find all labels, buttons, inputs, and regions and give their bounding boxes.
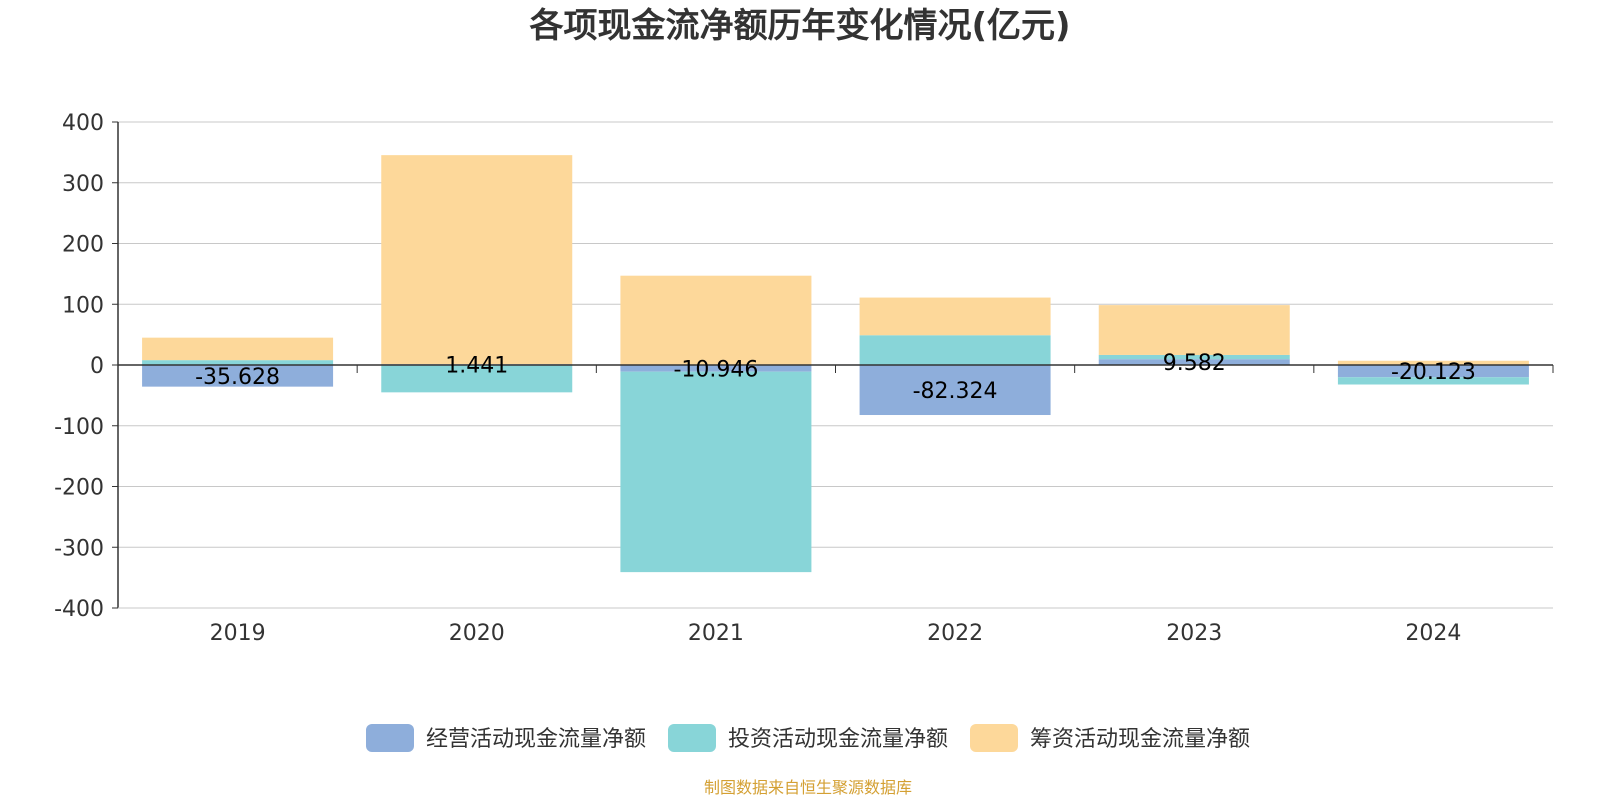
legend-swatch: [365, 724, 414, 752]
legend-item-2: 投资活动现金流量净额: [667, 724, 948, 752]
bar-2020-series-2: [381, 365, 573, 393]
data-label-2019: -35.628: [195, 365, 280, 390]
y-tick-label: 200: [62, 233, 104, 258]
x-tick-label: 2024: [1405, 621, 1461, 646]
bar-group-2022: [859, 297, 1051, 416]
y-tick-label: 300: [62, 172, 104, 197]
axes: 400 300 200 100 0 -100 -200 -300 -400 2019 2020 202…: [54, 111, 1554, 646]
bar-2022-series-2: [859, 335, 1051, 365]
x-tick-label: 2021: [688, 621, 744, 646]
y-tick-label: -100: [54, 415, 104, 440]
bar-2022-series-3: [859, 297, 1051, 336]
bar-2024-series-1: [1337, 365, 1529, 378]
bar-2023-series-2: [1098, 354, 1290, 360]
data-label-2023: 9.582: [1163, 351, 1226, 376]
y-tick-label: 400: [62, 111, 104, 136]
bar-2024-series-2: [1337, 377, 1529, 385]
y-tick-label: 0: [90, 354, 104, 379]
data-label-2021: -10.946: [673, 357, 758, 382]
legend-item-1: 经营活动现金流量净额: [365, 724, 646, 752]
data-labels: -35.628 1.441 -10.946 -82.324 9.582 -20.123: [195, 351, 1476, 404]
bar-2019-series-3: [142, 337, 334, 361]
x-tick-label: 2023: [1166, 621, 1222, 646]
bar-groups: [142, 155, 1529, 573]
data-label-2020: 1.441: [445, 354, 508, 379]
x-tick-label: 2022: [927, 621, 983, 646]
bar-2021-series-2: [620, 371, 812, 573]
bar-2020-series-3: [381, 155, 573, 365]
x-tick-label: 2019: [210, 621, 266, 646]
y-tick-label: -400: [54, 597, 104, 622]
legend: 经营活动现金流量净额 投资活动现金流量净额 筹资活动现金流量净额: [365, 724, 1250, 752]
bar-2021-series-3: [620, 275, 812, 365]
bar-group-2019: [142, 337, 334, 387]
legend-swatch: [970, 724, 1019, 752]
y-tick-label: -300: [54, 536, 104, 561]
bar-group-2020: [381, 155, 573, 393]
y-tick-label: 100: [62, 293, 104, 318]
bar-2019-series-1: [142, 365, 334, 387]
bar-2021-series-1: [620, 365, 812, 372]
legend-label: 筹资活动现金流量净额: [1030, 727, 1250, 752]
bar-group-2023: [1098, 305, 1290, 365]
data-label-2022: -82.324: [913, 379, 998, 404]
bar-group-2021: [620, 275, 812, 573]
x-tick-label: 2020: [449, 621, 505, 646]
bar-2023-series-1: [1098, 359, 1290, 365]
y-tick-label: -200: [54, 476, 104, 501]
bar-group-2024: [1337, 360, 1529, 385]
bar-2019-series-2: [142, 360, 334, 365]
chart-title: 各项现金流净额历年变化情况(亿元): [529, 6, 1070, 46]
bar-2022-series-1: [859, 365, 1051, 416]
legend-label: 投资活动现金流量净额: [728, 727, 948, 752]
data-label-2024: -20.123: [1391, 360, 1476, 385]
legend-item-3: 筹资活动现金流量净额: [970, 724, 1250, 752]
source-note: 制图数据来自恒生聚源数据库: [704, 778, 912, 797]
gridlines: [118, 121, 1553, 609]
bar-2024-series-3: [1337, 360, 1529, 365]
legend-swatch: [667, 724, 716, 752]
bar-2023-series-3: [1098, 305, 1290, 355]
legend-label: 经营活动现金流量净额: [426, 727, 646, 752]
